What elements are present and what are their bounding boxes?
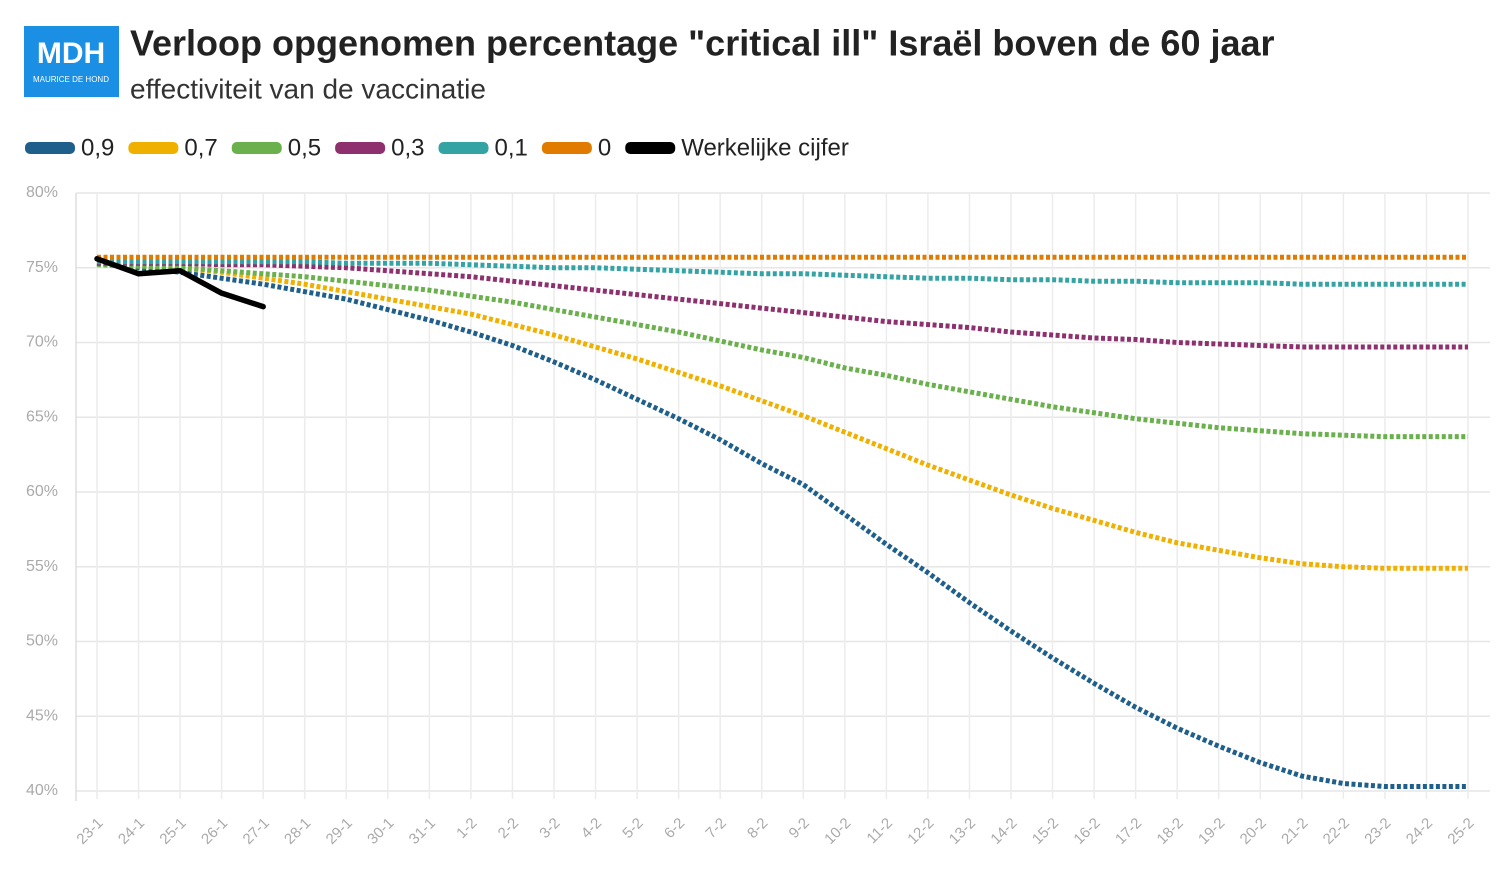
x-tick-label: 21-2 bbox=[1278, 815, 1311, 848]
legend-label: 0,1 bbox=[495, 134, 528, 161]
x-tick-label: 28-1 bbox=[281, 815, 314, 848]
x-tick-label: 26-1 bbox=[198, 815, 231, 848]
y-tick-label: 45% bbox=[26, 707, 58, 724]
legend-swatch bbox=[231, 142, 282, 154]
series-line bbox=[96, 262, 1468, 440]
logo-subtext: MAURICE DE HOND bbox=[33, 75, 109, 84]
x-tick-label: 11-2 bbox=[864, 815, 896, 847]
x-tick-label: 7-2 bbox=[702, 815, 729, 842]
logo: MDH bbox=[37, 37, 105, 70]
series-line bbox=[94, 256, 266, 310]
legend-label: 0,9 bbox=[81, 134, 114, 161]
legend-label: 0 bbox=[598, 134, 611, 161]
legend-swatch bbox=[128, 142, 179, 154]
x-tick-label: 3-2 bbox=[536, 815, 563, 842]
x-tick-label: 18-2 bbox=[1154, 815, 1187, 848]
series-line bbox=[97, 260, 1468, 350]
logo-box bbox=[24, 26, 119, 97]
x-tick-label: 17-2 bbox=[1112, 815, 1145, 848]
legend-swatch bbox=[625, 142, 676, 154]
x-tick-label: 23-2 bbox=[1361, 815, 1394, 848]
x-tick-label: 4-2 bbox=[578, 815, 605, 842]
x-tick-label: 5-2 bbox=[619, 815, 646, 842]
legend-swatch bbox=[438, 142, 489, 154]
x-tick-label: 24-2 bbox=[1403, 815, 1436, 848]
x-tick-label: 15-2 bbox=[1029, 815, 1062, 848]
chart-subtitle: effectiviteit van de vaccinatie bbox=[130, 73, 486, 104]
legend-label: Werkelijke cijfer bbox=[681, 134, 849, 161]
x-tick-label: 27-1 bbox=[240, 815, 273, 848]
legend-label: 0,5 bbox=[288, 134, 321, 161]
y-tick-label: 70% bbox=[26, 334, 58, 351]
series-line bbox=[96, 260, 1468, 790]
y-tick-label: 80% bbox=[26, 184, 58, 201]
x-tick-label: 25-1 bbox=[156, 815, 189, 848]
legend-swatch bbox=[541, 142, 592, 154]
x-tick-label: 8-2 bbox=[744, 815, 771, 842]
x-tick-label: 24-1 bbox=[115, 815, 148, 848]
series-line bbox=[97, 259, 1468, 287]
x-tick-label: 19-2 bbox=[1195, 815, 1228, 848]
x-tick-label: 14-2 bbox=[987, 815, 1020, 848]
series-line bbox=[96, 259, 1468, 571]
x-tick-label: 29-1 bbox=[323, 815, 356, 848]
x-tick-label: 6-2 bbox=[661, 815, 688, 842]
x-tick-label: 23-1 bbox=[73, 815, 106, 848]
y-tick-label: 65% bbox=[26, 408, 58, 425]
y-tick-label: 50% bbox=[26, 633, 58, 650]
x-tick-label: 9-2 bbox=[786, 815, 813, 842]
y-tick-label: 75% bbox=[26, 259, 58, 276]
x-tick-label: 22-2 bbox=[1320, 815, 1353, 848]
legend-swatch bbox=[25, 142, 75, 154]
x-tick-label: 30-1 bbox=[364, 815, 397, 848]
x-tick-label: 16-2 bbox=[1070, 815, 1103, 848]
x-tick-label: 25-2 bbox=[1444, 815, 1477, 848]
y-tick-label: 40% bbox=[26, 782, 58, 799]
x-tick-label: 13-2 bbox=[946, 815, 979, 848]
y-tick-label: 60% bbox=[26, 483, 58, 500]
x-tick-label: 12-2 bbox=[904, 815, 937, 848]
legend-label: 0,7 bbox=[184, 134, 217, 161]
x-tick-label: 20-2 bbox=[1237, 815, 1270, 848]
y-tick-label: 55% bbox=[26, 558, 58, 575]
x-tick-label: 1-2 bbox=[453, 815, 480, 842]
x-tick-label: 31-1 bbox=[406, 815, 439, 848]
legend-label: 0,3 bbox=[391, 134, 424, 161]
x-tick-label: 10-2 bbox=[821, 815, 854, 848]
x-tick-label: 2-2 bbox=[495, 815, 522, 842]
legend-swatch bbox=[335, 142, 386, 154]
chart-title: Verloop opgenomen percentage "critical i… bbox=[130, 23, 1275, 64]
